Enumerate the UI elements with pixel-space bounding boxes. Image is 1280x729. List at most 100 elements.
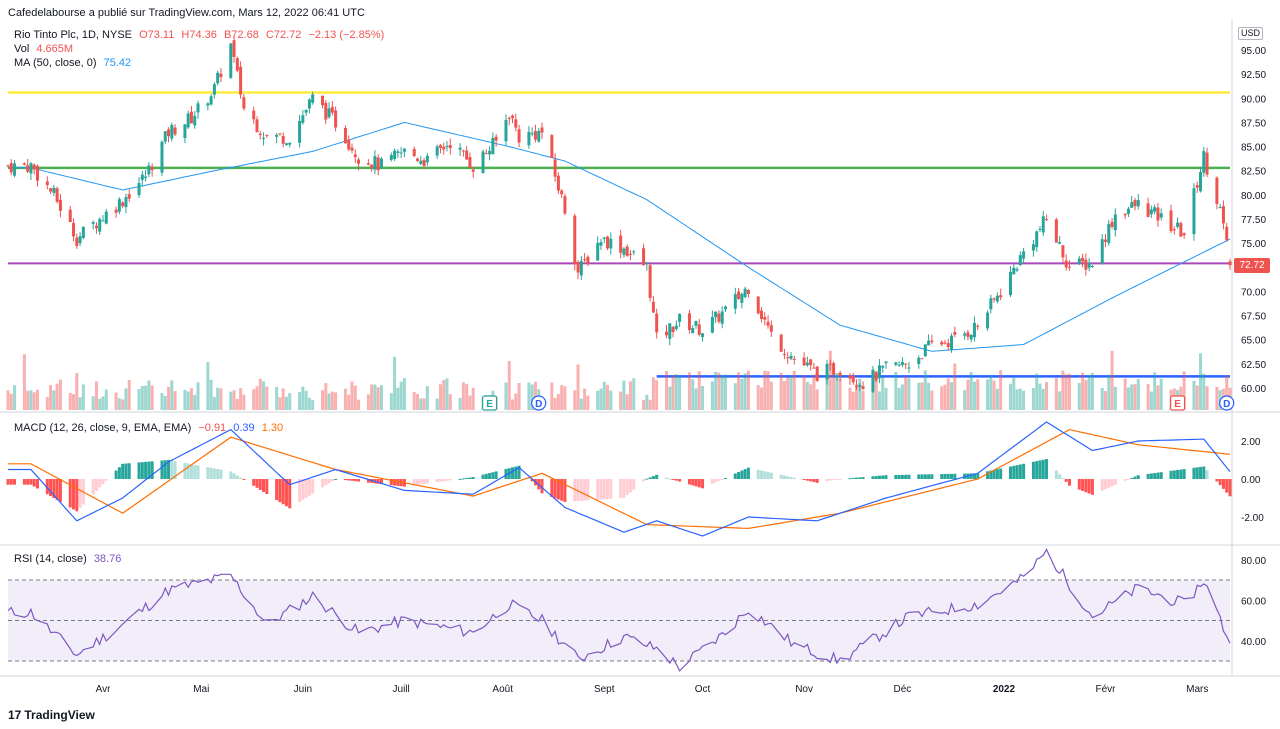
tradingview-logo[interactable]: 17 TradingView	[8, 708, 95, 722]
candle-body	[655, 313, 659, 333]
signal-value: 1.30	[261, 422, 284, 434]
volume-bar	[514, 393, 518, 410]
price-tick-label: 70.00	[1241, 287, 1266, 298]
volume-bar	[393, 356, 397, 410]
price-tick-label: 65.00	[1241, 336, 1266, 347]
volume-bar	[288, 393, 292, 410]
volume-bar	[651, 377, 655, 410]
symbol-legend[interactable]: Rio Tinto Plc, 1D, NYSE O73.11 H74.36 B7…	[14, 29, 388, 41]
macd-histogram-bar	[212, 468, 216, 479]
volume-bar	[655, 380, 659, 410]
candle-body	[560, 190, 564, 195]
volume-bar	[58, 379, 62, 410]
ma-legend[interactable]: MA (50, close, 0) 75.42	[14, 57, 135, 69]
volume-bar	[782, 381, 786, 410]
volume-bar	[930, 390, 934, 410]
candle-body	[628, 253, 632, 255]
volume-bar	[144, 385, 148, 410]
candle-body	[832, 363, 836, 375]
volume-bar	[733, 383, 737, 410]
macd-histogram-bar	[710, 479, 714, 484]
candle-body	[851, 375, 855, 383]
volume-bar	[258, 378, 262, 410]
macd-histogram-bar	[278, 479, 282, 503]
candle-body	[321, 95, 325, 106]
macd-histogram-bar	[301, 479, 305, 500]
candle-body	[720, 311, 724, 324]
volume-bar	[760, 387, 764, 410]
macd-histogram-bar	[805, 479, 809, 481]
macd-histogram-bar	[1218, 479, 1222, 486]
macd-tick-label: 0.00	[1241, 475, 1261, 486]
macd-histogram-bar	[1084, 479, 1088, 493]
volume-bar	[717, 372, 721, 410]
macd-histogram-bar	[1205, 470, 1209, 479]
candle-body	[923, 344, 927, 357]
candle-body	[396, 151, 400, 153]
macd-histogram-bar	[1172, 470, 1176, 479]
macd-histogram-bar	[147, 461, 151, 479]
candle-body	[733, 294, 737, 309]
volume-bar	[1136, 379, 1140, 410]
candle-body	[1038, 228, 1042, 230]
candle-body	[458, 147, 462, 150]
volume-bar	[1192, 380, 1196, 410]
candle-body	[170, 124, 174, 139]
time-tick-label: Févr	[1096, 684, 1117, 695]
volume-bar	[327, 393, 331, 410]
volume-bar	[353, 385, 357, 410]
volume-bar	[950, 382, 954, 410]
publisher-line: Cafedelabourse a publié sur TradingView.…	[8, 7, 365, 19]
candle-body	[995, 295, 999, 302]
candle-body	[330, 106, 334, 113]
macd-histogram-bar	[1035, 461, 1039, 479]
rsi-legend[interactable]: RSI (14, close) 38.76	[14, 553, 125, 565]
volume-bar	[642, 399, 646, 410]
candle-body	[68, 209, 72, 223]
candle-body	[1136, 200, 1140, 207]
candle-body	[606, 236, 610, 249]
macd-histogram-bar	[1179, 469, 1183, 479]
macd-histogram-bar	[412, 479, 416, 486]
candle-body	[583, 259, 587, 261]
macd-histogram-bar	[881, 475, 885, 479]
candle-body	[648, 265, 652, 299]
macd-histogram-bar	[304, 479, 308, 498]
macd-histogram-bar	[950, 473, 954, 479]
candle-body	[379, 158, 383, 168]
macd-histogram-bar	[435, 479, 439, 483]
candle-body	[435, 146, 439, 156]
volume-bar	[1058, 391, 1062, 410]
macd-histogram-bar	[379, 479, 383, 485]
macd-histogram-bar	[26, 479, 30, 485]
macd-histogram-bar	[163, 460, 167, 479]
macd-histogram-bar	[1041, 459, 1045, 479]
candle-body	[412, 148, 416, 157]
macd-histogram-bar	[904, 474, 908, 479]
volume-bar	[1041, 388, 1045, 410]
candle-body	[825, 363, 829, 380]
candle-body	[445, 146, 449, 148]
volume-bar	[422, 398, 426, 410]
macd-legend[interactable]: MACD (12, 26, close, 9, EMA, EMA) −0.91 …	[14, 422, 287, 434]
volume-bar	[334, 392, 338, 410]
candle-body	[425, 155, 429, 163]
volume-bar	[609, 390, 613, 410]
volume-bar	[625, 394, 629, 410]
macd-histogram-bar	[101, 479, 105, 485]
volume-bar	[556, 393, 560, 410]
currency-label[interactable]: USD	[1238, 27, 1264, 40]
volume-bar	[825, 377, 829, 410]
horizontal-levels[interactable]	[8, 91, 1230, 378]
candle-body	[802, 357, 806, 366]
macd-histogram-bar	[609, 479, 613, 499]
candle-body	[877, 365, 881, 379]
volume-legend[interactable]: Vol 4.665M	[14, 43, 77, 55]
macd-histogram-bar	[563, 479, 567, 502]
candle-body	[150, 166, 154, 171]
candle-body	[98, 219, 102, 232]
macd-histogram-bar	[235, 475, 239, 479]
macd-pane	[6, 421, 1232, 537]
